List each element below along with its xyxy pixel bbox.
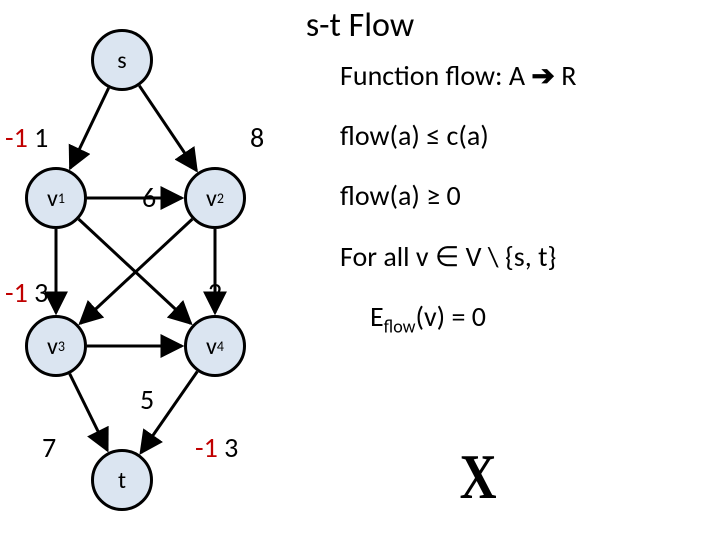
edge-label-row2_l: -1 3 bbox=[5, 275, 48, 310]
x-mark-icon: X bbox=[460, 440, 497, 514]
text-line-1: Function flow: A ➔ R bbox=[340, 60, 710, 92]
edge-label-s_left: -1 1 bbox=[5, 120, 48, 155]
node-v2: v2 bbox=[184, 167, 246, 229]
text-line-5: Eflow(v) = 0 bbox=[340, 301, 710, 337]
text-fragment: Function flow: A bbox=[340, 58, 531, 93]
text-fragment: R bbox=[555, 58, 577, 93]
text-line-4: For all v ∈ V \ {s, t} bbox=[340, 241, 710, 273]
definition-text: Function flow: A ➔ R flow(a) ≤ c(a) flow… bbox=[340, 60, 710, 365]
text-fragment: E bbox=[370, 299, 384, 334]
edge-label-t_right: -1 3 bbox=[195, 430, 238, 465]
text-line-3: flow(a) ≥ 0 bbox=[340, 180, 710, 212]
arrow-icon: ➔ bbox=[531, 60, 554, 92]
edge-label-v3_v4: 5 bbox=[140, 382, 154, 417]
text-line-2: flow(a) ≤ c(a) bbox=[340, 120, 710, 152]
text-subscript: flow bbox=[384, 315, 416, 337]
edge-label-t_left: 7 bbox=[42, 430, 56, 465]
node-v4: v4 bbox=[184, 315, 246, 377]
node-v1: v1 bbox=[25, 167, 87, 229]
node-v3: v3 bbox=[25, 315, 87, 377]
node-t: t bbox=[91, 449, 153, 511]
edge-label-v1_v2: 6 bbox=[142, 180, 156, 215]
edge-label-row2_r: 2 bbox=[208, 275, 222, 310]
edge-label-s_right: 8 bbox=[250, 120, 264, 155]
text-fragment: (v) = 0 bbox=[416, 299, 486, 334]
node-s: s bbox=[91, 29, 153, 91]
